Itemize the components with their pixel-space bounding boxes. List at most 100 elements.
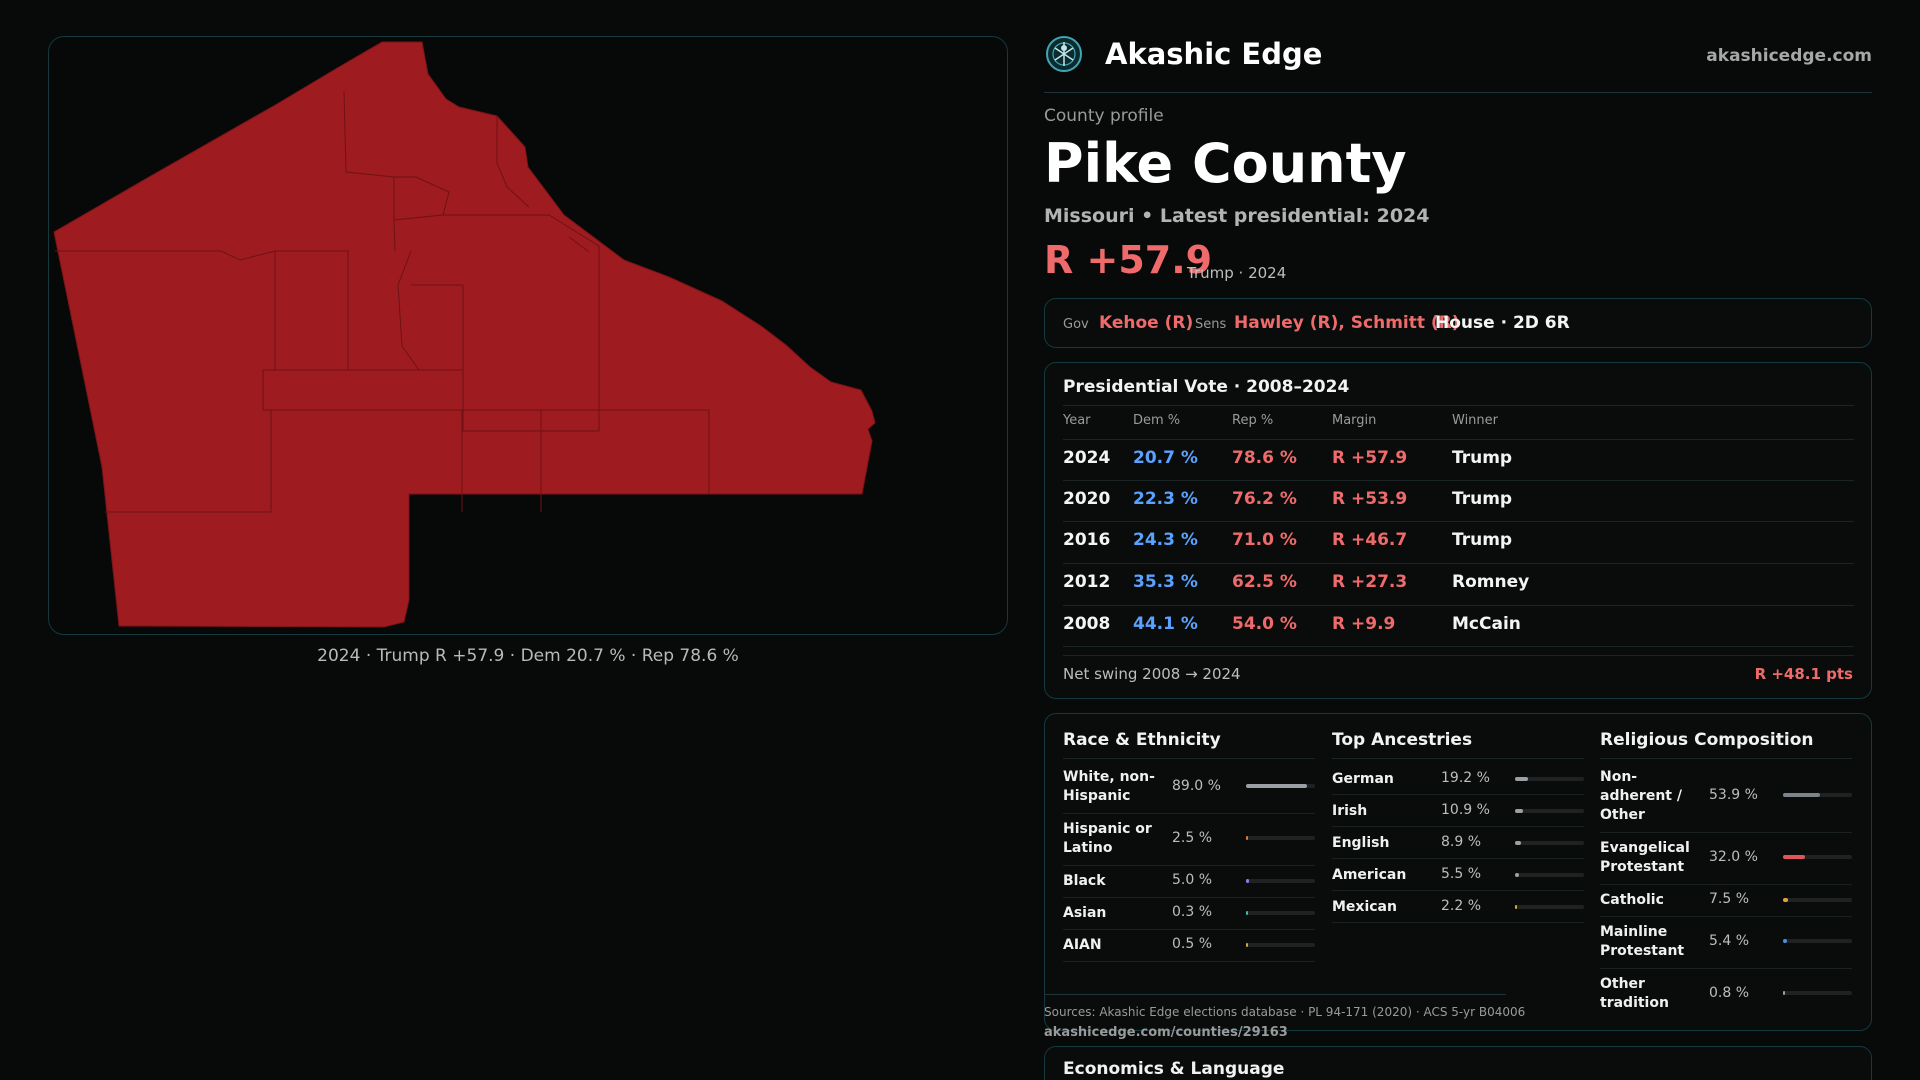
row-winner: McCain	[1452, 614, 1521, 634]
net-swing-value: R +48.1 pts	[1754, 665, 1853, 683]
religion-value: 0.8 %	[1709, 985, 1750, 1001]
race-label: Black	[1063, 873, 1106, 889]
precinct-boundaries	[55, 90, 710, 513]
ancestry-value: 10.9 %	[1441, 802, 1490, 818]
row-year: 2012	[1063, 572, 1111, 592]
row-rep: 62.5 %	[1232, 572, 1297, 592]
brand-name[interactable]: Akashic Edge	[1105, 37, 1323, 71]
religion-value: 53.9 %	[1709, 787, 1758, 803]
economics-title: Economics & Language	[1063, 1059, 1285, 1079]
row-year: 2016	[1063, 530, 1111, 550]
row-rep: 78.6 %	[1232, 448, 1297, 468]
row-winner: Romney	[1452, 572, 1530, 592]
table-row[interactable]: 2008 44.1 % 54.0 % R +9.9 McCain	[1045, 606, 1873, 646]
col-header-margin: Margin	[1332, 413, 1377, 428]
governor-label: Gov	[1063, 317, 1089, 332]
religion-label: Mainline Protestant	[1600, 924, 1685, 959]
row-winner: Trump	[1452, 489, 1513, 509]
race-label: White, non-Hispanic	[1063, 769, 1155, 804]
ancestry-value: 19.2 %	[1441, 770, 1490, 786]
ancestry-value: 2.2 %	[1441, 898, 1482, 914]
page-title: Pike County	[1044, 132, 1407, 195]
ancestry-label: American	[1332, 867, 1407, 883]
religion-value: 5.4 %	[1709, 933, 1750, 949]
race-bar	[1246, 784, 1308, 788]
race-title: Race & Ethnicity	[1063, 730, 1221, 750]
religion-label: Evangelical Protestant	[1600, 840, 1690, 875]
race-value: 0.5 %	[1172, 936, 1213, 952]
race-bar	[1246, 911, 1248, 915]
religion-label: Other tradition	[1600, 976, 1669, 1011]
county-map[interactable]	[49, 37, 1008, 635]
map-caption: 2024 · Trump R +57.9 · Dem 20.7 % · Rep …	[317, 646, 739, 666]
county-url-link[interactable]: akashicedge.com/counties/29163	[1044, 1025, 1288, 1040]
ancestry-label: Irish	[1332, 803, 1368, 819]
religion-bar	[1783, 939, 1787, 943]
race-label: AIAN	[1063, 937, 1102, 953]
religion-bar	[1783, 793, 1821, 797]
race-value: 0.3 %	[1172, 904, 1213, 920]
officials-bar: Gov Kehoe (R) Sens Hawley (R), Schmitt (…	[1044, 298, 1872, 348]
ancestry-label: Mexican	[1332, 899, 1397, 915]
row-winner: Trump	[1452, 530, 1513, 550]
race-value: 89.0 %	[1172, 778, 1221, 794]
col-header-year: Year	[1063, 413, 1091, 428]
religion-bar	[1783, 855, 1806, 859]
house-value: House · 2D 6R	[1435, 313, 1570, 333]
row-margin: R +46.7	[1332, 530, 1408, 550]
row-dem: 22.3 %	[1133, 489, 1198, 509]
county-shape[interactable]	[53, 41, 876, 628]
latest-margin: R +57.9	[1044, 238, 1213, 282]
religion-value: 7.5 %	[1709, 891, 1750, 907]
row-rep: 54.0 %	[1232, 614, 1297, 634]
race-bar	[1246, 836, 1248, 840]
senators-label: Sens	[1195, 317, 1227, 332]
ancestries-section: Top Ancestries German 19.2 % Irish 10.9 …	[1332, 714, 1584, 1032]
row-dem: 35.3 %	[1133, 572, 1198, 592]
row-year: 2024	[1063, 448, 1111, 468]
site-link[interactable]: akashicedge.com	[1706, 46, 1872, 66]
table-row[interactable]: 2016 24.3 % 71.0 % R +46.7 Trump	[1045, 522, 1873, 562]
row-winner: Trump	[1452, 448, 1513, 468]
row-rep: 76.2 %	[1232, 489, 1297, 509]
table-row[interactable]: 2020 22.3 % 76.2 % R +53.9 Trump	[1045, 481, 1873, 521]
akashic-edge-logo-icon[interactable]	[1044, 34, 1084, 74]
ancestry-bar	[1515, 873, 1519, 877]
ancestry-value: 8.9 %	[1441, 834, 1482, 850]
col-header-dem: Dem %	[1133, 413, 1181, 428]
economics-card: Economics & Language	[1044, 1046, 1872, 1080]
ancestry-bar	[1515, 777, 1529, 781]
sources-note: Sources: Akashic Edge elections database…	[1044, 1005, 1526, 1019]
race-bar	[1246, 879, 1250, 883]
row-margin: R +9.9	[1332, 614, 1396, 634]
county-map-panel[interactable]	[48, 36, 1008, 635]
row-margin: R +53.9	[1332, 489, 1408, 509]
ancestry-bar	[1515, 905, 1517, 909]
row-dem: 24.3 %	[1133, 530, 1198, 550]
row-margin: R +57.9	[1332, 448, 1408, 468]
race-value: 5.0 %	[1172, 872, 1213, 888]
table-row[interactable]: 2012 35.3 % 62.5 % R +27.3 Romney	[1045, 564, 1873, 604]
ancestry-label: English	[1332, 835, 1390, 851]
religion-title: Religious Composition	[1600, 730, 1814, 750]
race-value: 2.5 %	[1172, 830, 1213, 846]
race-ethnicity-section: Race & Ethnicity White, non-Hispanic 89.…	[1063, 714, 1315, 1032]
ancestries-title: Top Ancestries	[1332, 730, 1473, 750]
ancestry-label: German	[1332, 771, 1394, 787]
profile-label: County profile	[1044, 106, 1164, 126]
race-label: Hispanic or Latino	[1063, 821, 1152, 856]
religion-bar	[1783, 898, 1789, 902]
race-label: Asian	[1063, 905, 1107, 921]
net-swing-label: Net swing 2008 → 2024	[1063, 665, 1241, 683]
row-year: 2020	[1063, 489, 1111, 509]
ancestry-bar	[1515, 809, 1523, 813]
latest-margin-detail: Trump · 2024	[1187, 264, 1287, 282]
row-rep: 71.0 %	[1232, 530, 1297, 550]
row-year: 2008	[1063, 614, 1111, 634]
presidential-vote-card: Presidential Vote · 2008–2024 Year Dem %…	[1044, 362, 1872, 699]
table-row[interactable]: 2024 20.7 % 78.6 % R +57.9 Trump	[1045, 440, 1873, 480]
page-subtitle: Missouri • Latest presidential: 2024	[1044, 205, 1430, 227]
col-header-winner: Winner	[1452, 413, 1499, 428]
col-header-rep: Rep %	[1232, 413, 1274, 428]
religion-label: Catholic	[1600, 892, 1664, 908]
